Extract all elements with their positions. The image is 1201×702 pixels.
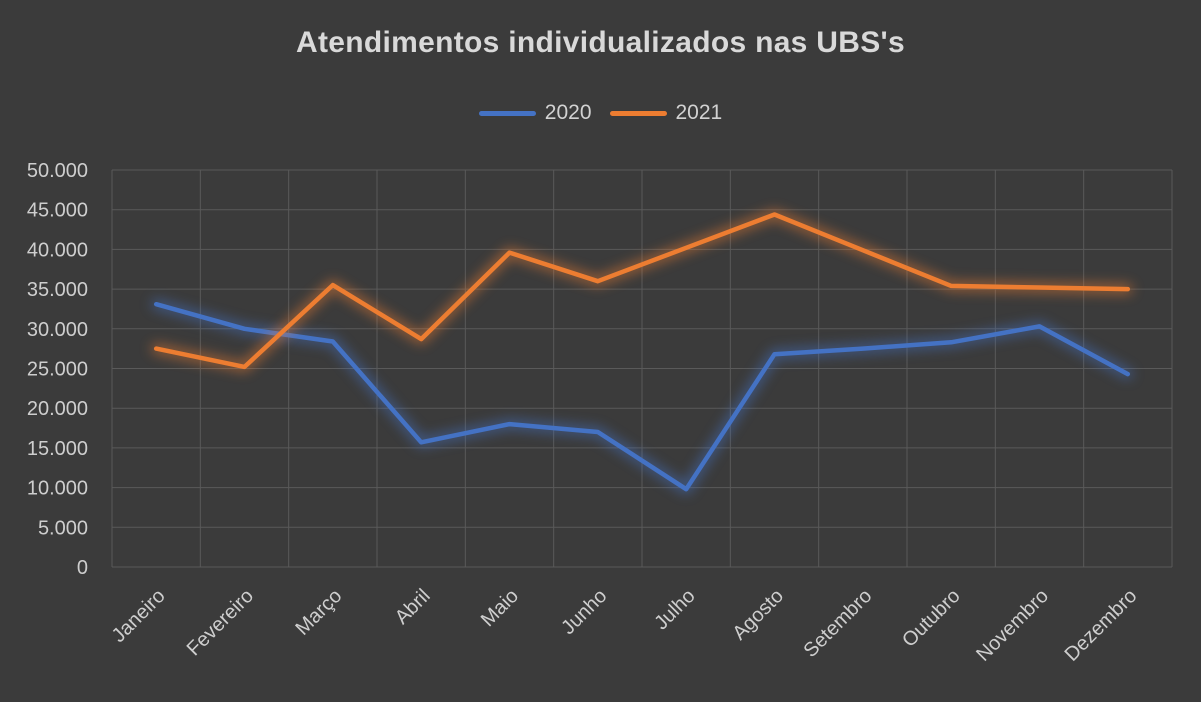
y-tick-label: 50.000 <box>27 160 88 182</box>
series-line-2020 <box>153 301 1131 492</box>
x-tick-label: Janeiro <box>108 585 170 647</box>
legend-line-swatch-2021 <box>609 110 667 116</box>
legend-item-2020: 2020 <box>478 101 592 125</box>
x-tick-label: Junho <box>557 585 611 639</box>
x-tick-label: Abril <box>391 585 435 629</box>
x-tick-label: Setembro <box>799 585 876 662</box>
legend-label-2020: 2020 <box>544 101 592 124</box>
y-tick-label: 25.000 <box>27 359 88 381</box>
series-line-2021 <box>153 212 1131 370</box>
y-tick-label: 15.000 <box>27 438 88 460</box>
y-tick-label: 40.000 <box>27 239 88 261</box>
y-tick-label: 5.000 <box>38 517 88 539</box>
legend-line-swatch-2020 <box>478 110 536 116</box>
y-tick-label: 0 <box>77 557 88 579</box>
y-tick-label: 10.000 <box>27 478 88 500</box>
x-tick-label: Fevereiro <box>183 585 258 660</box>
y-tick-label: 35.000 <box>27 279 88 301</box>
y-tick-label: 30.000 <box>27 319 88 341</box>
legend-item-2021: 2021 <box>609 101 723 125</box>
chart-title: Atendimentos individualizados nas UBS's <box>296 26 905 59</box>
x-tick-label: Outubro <box>898 585 965 652</box>
x-tick-label: Agosto <box>728 585 788 645</box>
legend-label-2021: 2021 <box>675 101 723 124</box>
x-tick-label: Novembro <box>972 585 1053 666</box>
x-tick-label: Maio <box>477 585 523 631</box>
gridlines <box>111 169 1173 568</box>
x-tick-label: Março <box>292 585 347 640</box>
y-tick-label: 45.000 <box>27 200 88 222</box>
y-axis-labels: 0 5.000 10.000 15.000 20.000 25.000 30.000 35.0… <box>27 160 88 579</box>
x-axis-labels: Janeiro Fevereiro Março Abril Maio Junho Julho… <box>108 585 1142 666</box>
x-tick-label: Julho <box>650 585 699 634</box>
line-chart: 0 5.000 10.000 15.000 20.000 25.000 30.000 35.0… <box>27 160 1173 666</box>
y-tick-label: 20.000 <box>27 398 88 420</box>
legend: 2020 2021 <box>0 101 1201 125</box>
x-tick-label: Dezembro <box>1061 585 1142 666</box>
